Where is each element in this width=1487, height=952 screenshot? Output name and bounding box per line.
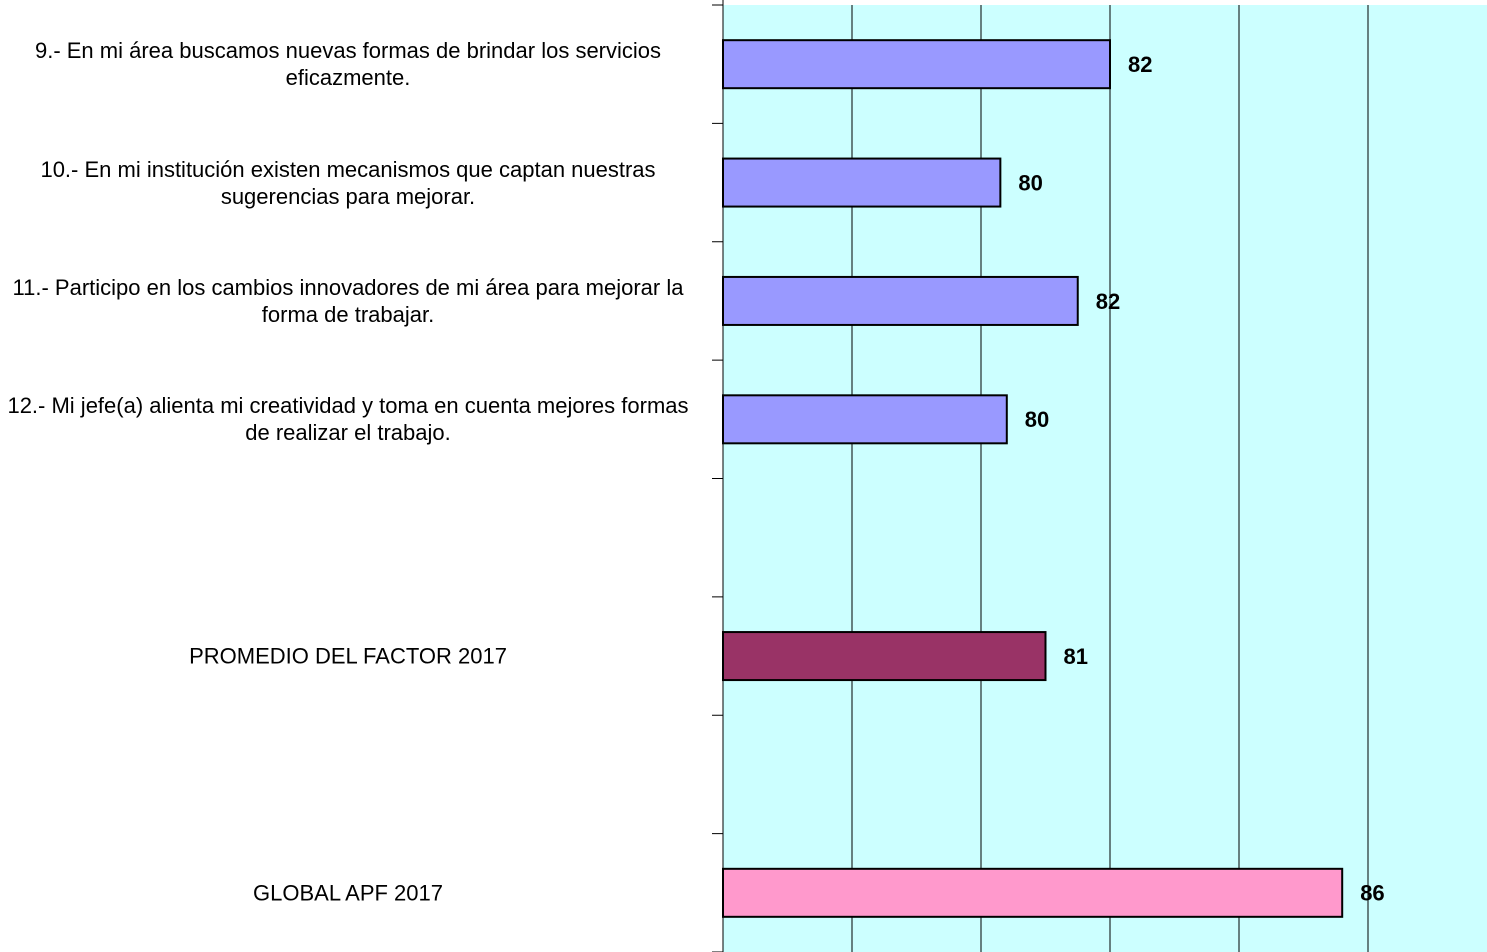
plot-area bbox=[723, 5, 1487, 952]
category-label: 10.- En mi institución existen mecanismo… bbox=[40, 156, 656, 209]
bar bbox=[722, 867, 1344, 918]
data-label: 80 bbox=[1025, 407, 1049, 432]
bar bbox=[722, 394, 1008, 445]
category-label: 12.- Mi jefe(a) alienta mi creatividad y… bbox=[7, 393, 689, 446]
bar bbox=[722, 39, 1111, 90]
bar bbox=[722, 275, 1079, 326]
data-label: 82 bbox=[1128, 52, 1152, 77]
category-label: PROMEDIO DEL FACTOR 2017 bbox=[189, 643, 507, 669]
category-label: 11.- Participo en los cambios innovadore… bbox=[12, 274, 684, 327]
category-label: 9.- En mi área buscamos nuevas formas de… bbox=[34, 38, 662, 91]
data-label: 81 bbox=[1064, 644, 1088, 669]
data-label: 80 bbox=[1018, 170, 1042, 195]
data-label: 86 bbox=[1360, 881, 1384, 906]
bar bbox=[722, 631, 1047, 682]
category-label: GLOBAL APF 2017 bbox=[253, 880, 443, 906]
data-label: 82 bbox=[1096, 289, 1120, 314]
bar bbox=[722, 157, 1002, 208]
